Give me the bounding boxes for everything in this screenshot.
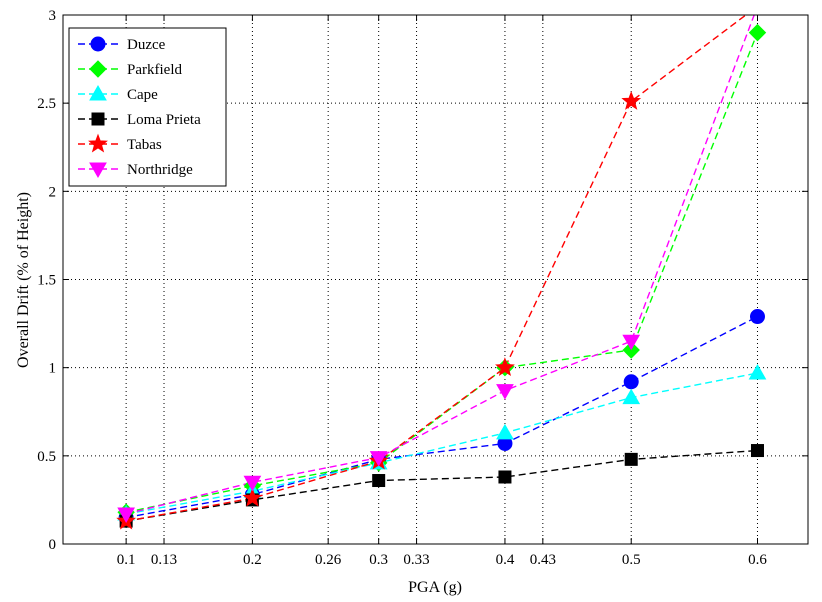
y-tick-label: 1	[49, 361, 57, 377]
legend-label-northridge: Northridge	[127, 162, 193, 178]
data-point-loma-prieta	[750, 444, 764, 458]
x-axis-label: PGA (g)	[408, 579, 462, 596]
series-lines	[125, 15, 759, 522]
legend-marker-duzce	[90, 36, 106, 52]
y-axis-ticks: 0 0.5 1 1.5 2 2.5 3	[37, 8, 808, 553]
x-tick-label: 0.3	[369, 552, 388, 568]
series-line-northridge	[125, 15, 755, 515]
legend-label-duzce: Duzce	[127, 37, 166, 53]
legend-marker-cape	[89, 84, 107, 101]
x-tick-label: 0.4	[496, 552, 515, 568]
legend-label-tabas: Tabas	[127, 137, 162, 153]
data-point-tabas	[242, 487, 263, 507]
series-line-tabas	[125, 15, 747, 522]
legend-marker-parkfield	[89, 60, 107, 78]
data-point-northridge	[622, 334, 641, 351]
x-tick-label: 0.1	[117, 552, 136, 568]
y-tick-label: 0.5	[37, 449, 56, 465]
x-tick-label: 0.13	[151, 552, 177, 568]
legend-label-loma-prieta: Loma Prieta	[127, 112, 201, 128]
data-point-loma-prieta	[372, 474, 386, 488]
data-point-duzce	[749, 309, 765, 325]
data-point-duzce	[623, 374, 639, 390]
legend-marker-loma-prieta	[91, 112, 105, 126]
data-point-northridge	[243, 475, 262, 492]
series-line-duzce	[125, 315, 758, 519]
legend-box	[68, 27, 227, 187]
x-tick-label: 0.43	[530, 552, 556, 568]
data-point-cape	[748, 363, 767, 380]
series-line-cape	[125, 372, 758, 515]
y-tick-label: 3	[49, 8, 57, 24]
data-point-loma-prieta	[624, 452, 638, 466]
x-tick-label: 0.2	[243, 552, 262, 568]
x-tick-label: 0.33	[403, 552, 429, 568]
y-tick-label: 1.5	[37, 273, 56, 289]
data-point-tabas	[495, 357, 515, 377]
x-tick-label: 0.5	[622, 552, 641, 568]
legend: Duzce Parkfield Cape Loma Prieta Tabas Northr…	[68, 27, 227, 187]
x-axis-ticks: 0.1 0.13 0.2 0.26 0.3 0.33 0.4 0.43 0.5 0.6	[117, 15, 767, 568]
legend-marker-tabas	[88, 133, 108, 153]
x-tick-label: 0.6	[748, 552, 767, 568]
series-line-loma-prieta	[125, 449, 758, 522]
data-point-cape	[622, 388, 641, 405]
legend-label-cape: Cape	[127, 87, 158, 103]
data-point-loma-prieta	[498, 470, 512, 484]
data-point-northridge	[117, 507, 135, 524]
y-axis-label: Overall Drift (% of Height)	[15, 192, 32, 368]
data-point-northridge	[496, 384, 514, 400]
series-line-parkfield	[125, 32, 759, 513]
legend-label-parkfield: Parkfield	[127, 62, 182, 78]
data-point-tabas	[621, 90, 642, 110]
data-point-northridge	[369, 451, 388, 467]
series-markers	[116, 23, 767, 530]
x-tick-label: 0.26	[315, 552, 342, 568]
y-tick-label: 2.5	[37, 96, 56, 112]
y-tick-label: 2	[49, 184, 57, 200]
data-point-parkfield	[748, 23, 767, 42]
legend-marker-northridge	[89, 162, 107, 179]
y-tick-label: 0	[49, 537, 57, 553]
data-point-cape	[496, 423, 514, 440]
